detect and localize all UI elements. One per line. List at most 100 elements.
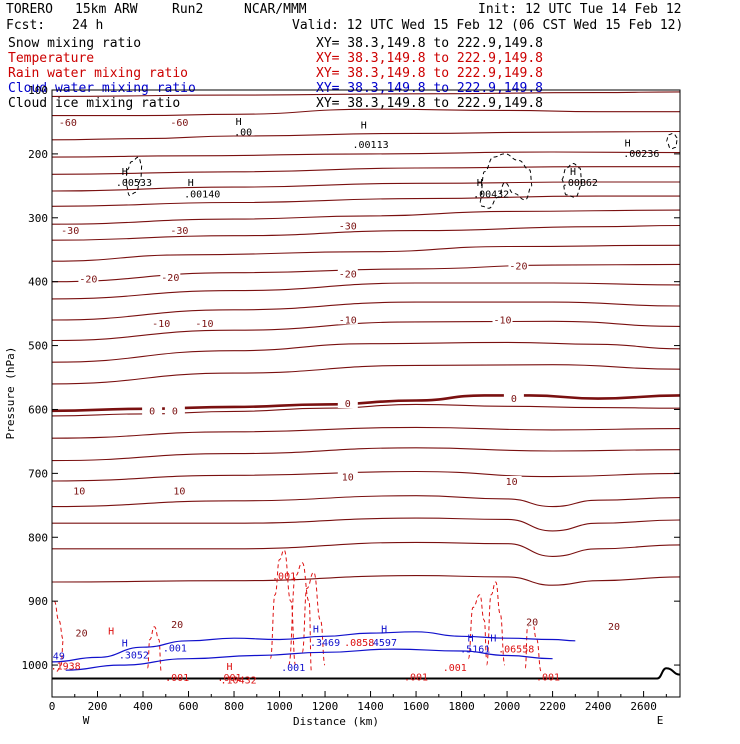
contour-label: H (313, 625, 319, 636)
legend-name: Cloud ice mixing ratio (8, 96, 180, 111)
contour-label: .00533 (116, 178, 152, 189)
label-backdrop (508, 260, 529, 271)
contour-label: .001 (163, 644, 187, 655)
rain-contour (147, 626, 162, 672)
legend-xy: XY= 38.3,149.8 to 222.9,149.8 (316, 36, 543, 51)
contour-label: .4597 (367, 638, 397, 649)
isotherm-line (51, 470, 681, 482)
label-backdrop (57, 116, 78, 127)
y-tick-label: 500 (28, 340, 48, 353)
x-tick-label: 2600 (630, 700, 657, 713)
contour-label: .00432 (473, 189, 509, 200)
ice-contour (125, 156, 143, 196)
terrain (51, 667, 681, 680)
isotherm-line (51, 91, 681, 97)
x-axis: 0 200 400 600 800 1000 1200 1400 1600 1800 2000 220… (49, 691, 667, 713)
rain-contour (486, 581, 506, 666)
valid-time: Valid: 12 UTC Wed 15 Feb 12 (06 CST Wed … (292, 18, 683, 33)
run-label: Run2 (172, 2, 203, 17)
model-name: TORERO (6, 2, 53, 17)
isotherm-line (51, 151, 681, 158)
legend-name: Temperature (8, 51, 94, 66)
y-tick-label: 300 (28, 212, 48, 225)
y-axis-label: Pressure (hPa) (4, 347, 17, 440)
isotherm-line (51, 263, 681, 283)
terrain-line (51, 667, 681, 680)
label-backdrop (522, 616, 543, 627)
isotherm-line (52, 517, 681, 532)
contour-label: -10 (195, 319, 213, 330)
contour-label: 20 (608, 622, 620, 633)
contour-label: -30 (61, 226, 79, 237)
x-tick-label: 800 (224, 700, 244, 713)
label-backdrop (169, 224, 190, 235)
contour-label: -10 (152, 319, 170, 330)
label-backdrop (164, 405, 185, 416)
y-tick-label: 200 (28, 148, 48, 161)
contour-label: 10 (173, 487, 185, 498)
contour-label: .001 (404, 672, 428, 683)
contour-label: .001 (165, 673, 189, 684)
contour-label: -20 (79, 274, 97, 285)
isotherm-line (51, 447, 681, 462)
label-backdrop (142, 405, 163, 416)
contour-label: 0 (511, 394, 517, 405)
legend-xy: XY= 38.3,149.8 to 222.9,149.8 (316, 66, 543, 81)
contour-label: -10 (493, 315, 511, 326)
contour-label: -20 (509, 262, 527, 273)
isotherm-line (51, 426, 681, 439)
contour-label: 10 (342, 472, 354, 483)
ice-contours (125, 132, 679, 209)
contour-label: H (188, 178, 194, 189)
header: TORERO 15km ARW Run2 NCAR/MMM Init: 12 U… (6, 2, 683, 33)
isotherm-line (52, 541, 681, 557)
y-tick-label: 400 (28, 276, 48, 289)
label-backdrop (169, 116, 190, 127)
x-tick-label: 1400 (357, 700, 384, 713)
x-tick-label: 2000 (494, 700, 521, 713)
label-backdrop (60, 224, 81, 235)
plot-area: -60 -60 -30 -30 -30 -20 -20 -20 -20 -10 -10 -10 -10 0… (51, 91, 681, 687)
rain-contour (53, 600, 64, 672)
label-backdrop (194, 318, 215, 329)
y-tick-label: 600 (28, 403, 48, 416)
isotherm-line (51, 195, 680, 207)
label-backdrop (71, 627, 92, 638)
label-backdrop (492, 314, 513, 325)
legend: Snow mixing ratio XY= 38.3,149.8 to 222.9… (8, 36, 543, 111)
isotherm-line (51, 282, 681, 300)
x-end-label-west: W (83, 714, 90, 727)
contour-label: -30 (339, 221, 357, 232)
isotherm-line (52, 108, 680, 117)
rain-contours (53, 549, 542, 672)
contour-label: 0 (149, 407, 155, 418)
contour-label: -60 (59, 118, 77, 129)
contour-label: 10 (73, 487, 85, 498)
contour-label: .00113 (352, 140, 388, 151)
legend-name: Rain water mixing ratio (8, 66, 188, 81)
contour-label: 20 (526, 618, 538, 629)
isotherms (51, 91, 681, 586)
init-time: Init: 12 UTC Tue 14 Feb 12 (478, 2, 682, 17)
contour-label: .1938 (51, 662, 81, 673)
label-backdrop (160, 272, 181, 283)
x-tick-label: 1200 (312, 700, 339, 713)
contour-label: .001 (217, 673, 241, 684)
label-backdrop (501, 475, 522, 486)
isotherm-line (51, 130, 681, 141)
contour-label: H (477, 178, 483, 189)
x-tick-label: 0 (49, 700, 56, 713)
contour-label: .001 (281, 663, 305, 674)
contour-label: .00 (234, 127, 252, 138)
isotherm-line (51, 301, 681, 321)
contour-label: .0858 (344, 638, 374, 649)
legend-name: Snow mixing ratio (8, 36, 141, 51)
contour-label: H (236, 117, 242, 128)
label-backdrop (337, 268, 358, 279)
forecast-label: Fcst: (6, 18, 45, 33)
contour-label: H (570, 167, 576, 178)
contour-label: 20 (76, 628, 88, 639)
isotherm-line (51, 495, 681, 508)
label-backdrop (69, 485, 90, 496)
